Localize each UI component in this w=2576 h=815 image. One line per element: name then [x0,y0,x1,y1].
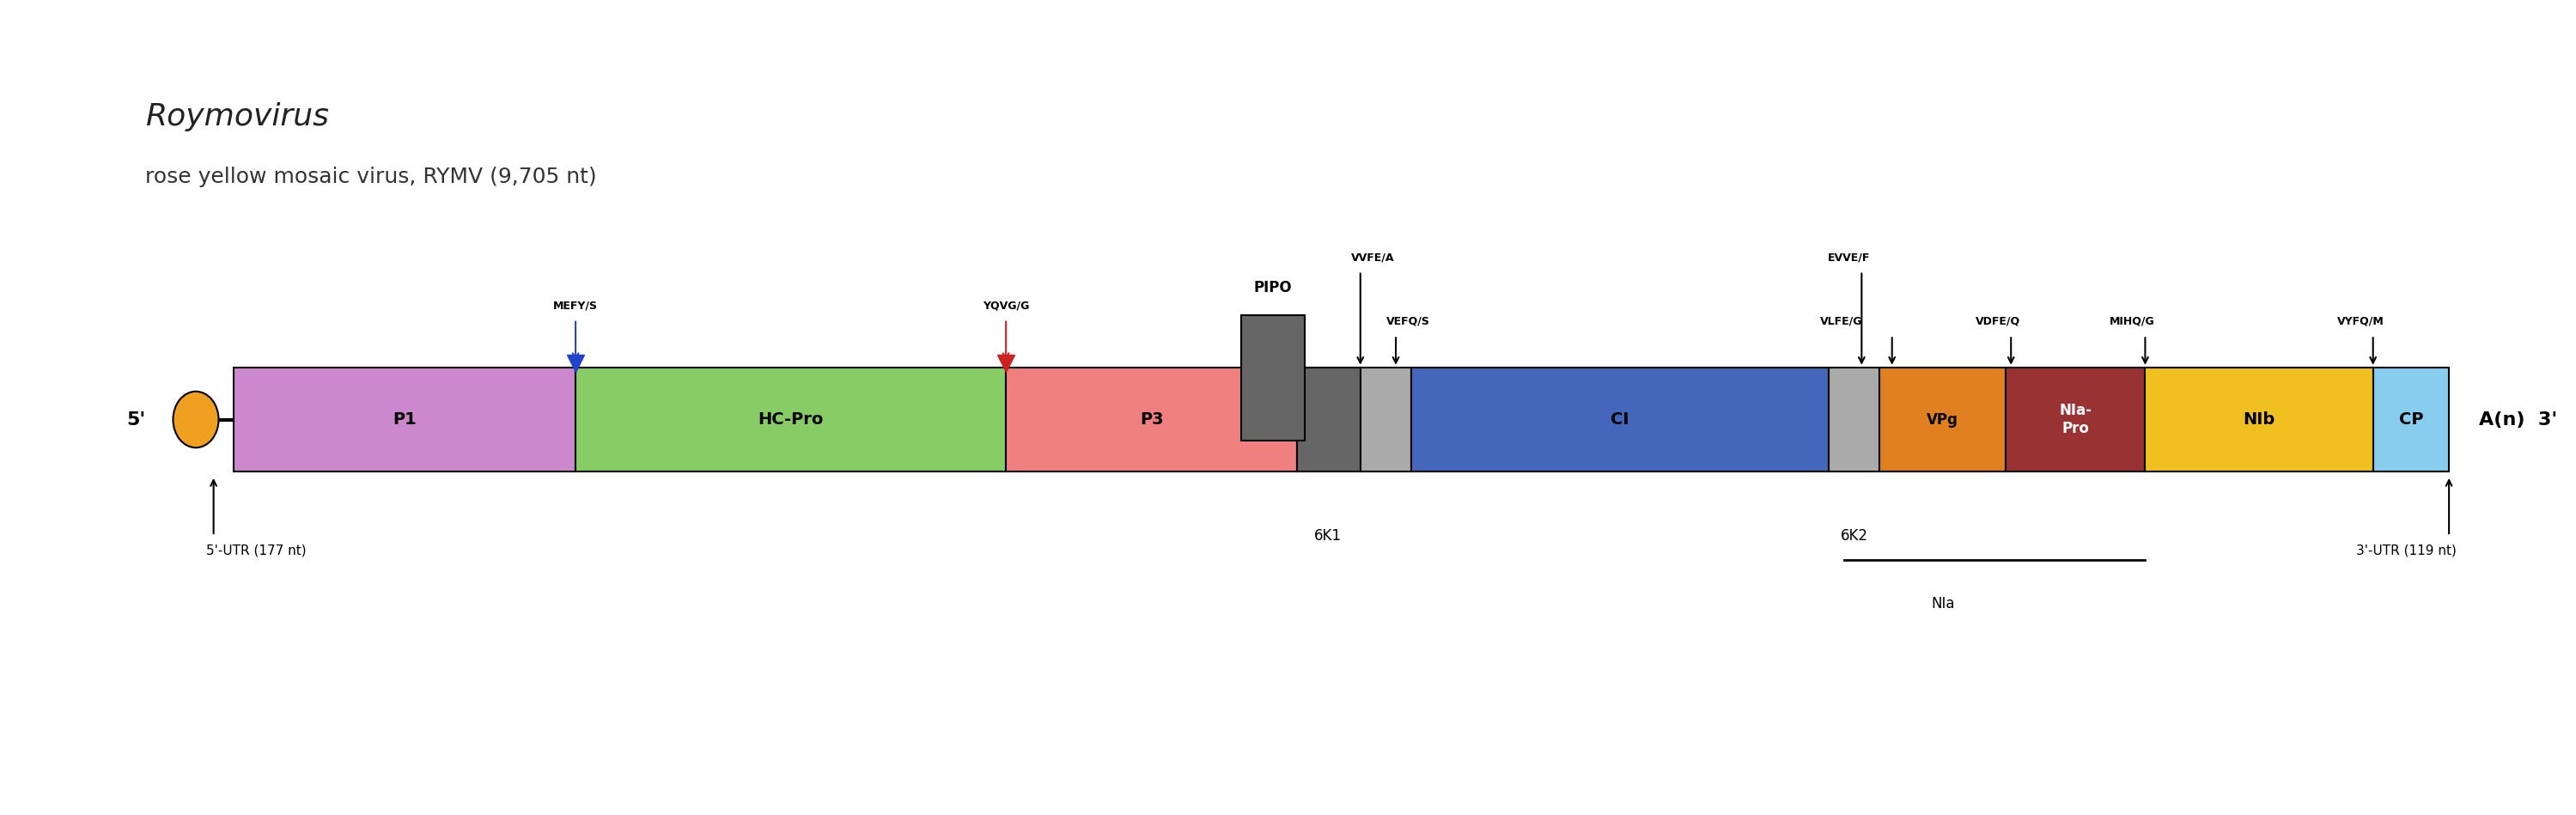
FancyBboxPatch shape [1007,368,1298,472]
FancyBboxPatch shape [1298,368,1360,472]
FancyBboxPatch shape [1360,368,1412,472]
Text: NIb: NIb [2244,412,2275,428]
Text: HC-Pro: HC-Pro [757,412,824,428]
Text: YQVG/G: YQVG/G [981,300,1030,311]
Text: 5'-UTR (177 nt): 5'-UTR (177 nt) [206,544,307,557]
FancyBboxPatch shape [574,368,1007,472]
Text: 5': 5' [126,411,144,428]
Text: 6K1: 6K1 [1314,528,1342,544]
Text: VEFQ/S: VEFQ/S [1386,316,1430,327]
Text: CI: CI [1610,412,1628,428]
FancyBboxPatch shape [2007,368,2146,472]
Text: Roymovirus: Roymovirus [144,103,330,131]
Text: A(n)  3': A(n) 3' [2478,411,2558,428]
Text: PIPO: PIPO [1255,280,1293,295]
Text: P3: P3 [1139,412,1164,428]
Text: VDFE/Q: VDFE/Q [1976,316,2020,327]
Text: 3'-UTR (119 nt): 3'-UTR (119 nt) [2357,544,2458,557]
FancyBboxPatch shape [1880,368,2007,472]
Text: MIHQ/G: MIHQ/G [2110,316,2156,327]
Text: MEFY/S: MEFY/S [554,300,598,311]
FancyBboxPatch shape [2146,368,2372,472]
Text: rose yellow mosaic virus, RYMV (9,705 nt): rose yellow mosaic virus, RYMV (9,705 nt… [144,166,598,187]
FancyBboxPatch shape [1829,368,1880,472]
FancyBboxPatch shape [1412,368,1829,472]
FancyBboxPatch shape [2372,368,2450,472]
FancyBboxPatch shape [234,368,574,472]
Ellipse shape [173,391,219,447]
FancyBboxPatch shape [1242,315,1303,440]
Text: P1: P1 [392,412,417,428]
Text: VPg: VPg [1927,412,1958,427]
Text: 6K2: 6K2 [1839,528,1868,544]
Text: CP: CP [2398,412,2424,428]
Text: VYFQ/M: VYFQ/M [2336,316,2383,327]
Text: NIa-
Pro: NIa- Pro [2058,403,2092,436]
Text: NIa: NIa [1932,597,1955,612]
Text: VVFE/A: VVFE/A [1352,252,1394,263]
Text: VLFE/G: VLFE/G [1821,316,1862,327]
Text: EVVE/F: EVVE/F [1829,252,1870,263]
